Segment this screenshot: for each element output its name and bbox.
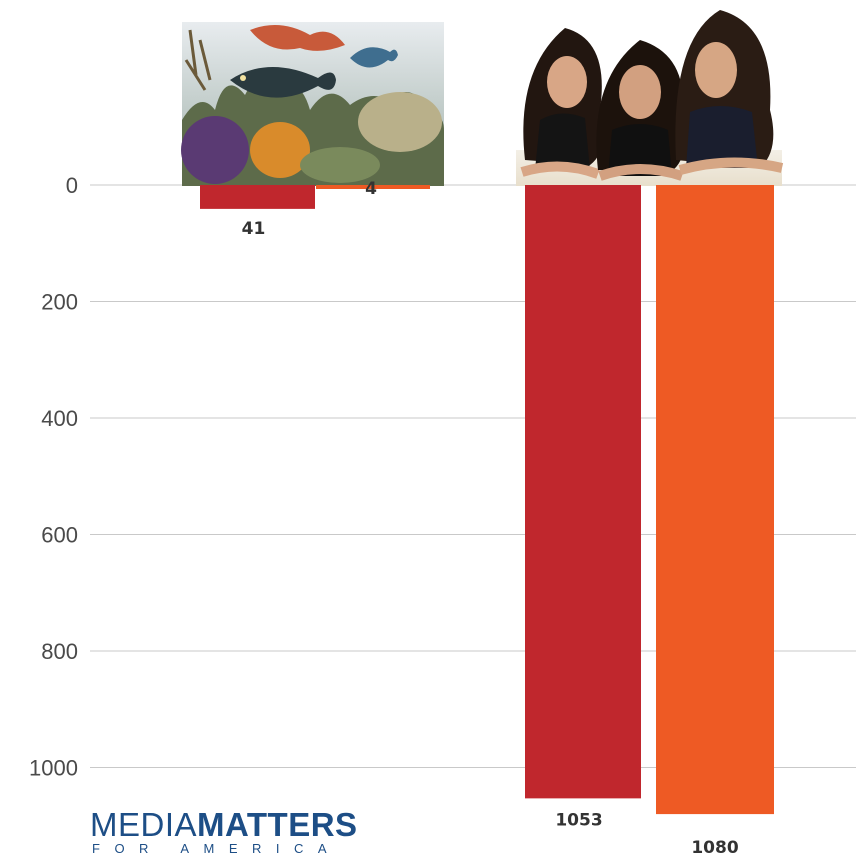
data-label: 41 [242,219,266,239]
logo-matters: MATTERS [197,806,358,843]
logo-media: MEDIA [90,806,198,843]
data-label: 1053 [555,810,602,830]
logo-tagline: FOR AMERICA [92,841,342,856]
bars [200,185,774,815]
y-tick-label: 0 [66,173,78,198]
y-axis-ticks: 0 200 400 600 800 1000 [29,173,78,781]
y-tick-label: 1000 [29,756,78,781]
media-matters-logo: MEDIAMATTERS FOR AMERICA [90,808,358,856]
bar-ocean-2 [316,185,430,189]
y-tick-label: 200 [41,290,78,315]
y-tick-label: 600 [41,523,78,548]
bar-kardashians-1 [525,185,641,799]
bar-ocean-1 [200,185,315,209]
logo-wordmark: MEDIAMATTERS [90,808,358,842]
data-labels: 41 1053 4 1080 [242,179,739,857]
y-tick-label: 400 [41,406,78,431]
data-label: 4 [365,179,377,199]
fish-and-coral-photo [181,22,444,186]
y-tick-label: 800 [41,639,78,664]
data-label: 1080 [691,838,738,857]
three-women-photo [516,10,784,186]
bar-kardashians-2 [656,185,774,815]
